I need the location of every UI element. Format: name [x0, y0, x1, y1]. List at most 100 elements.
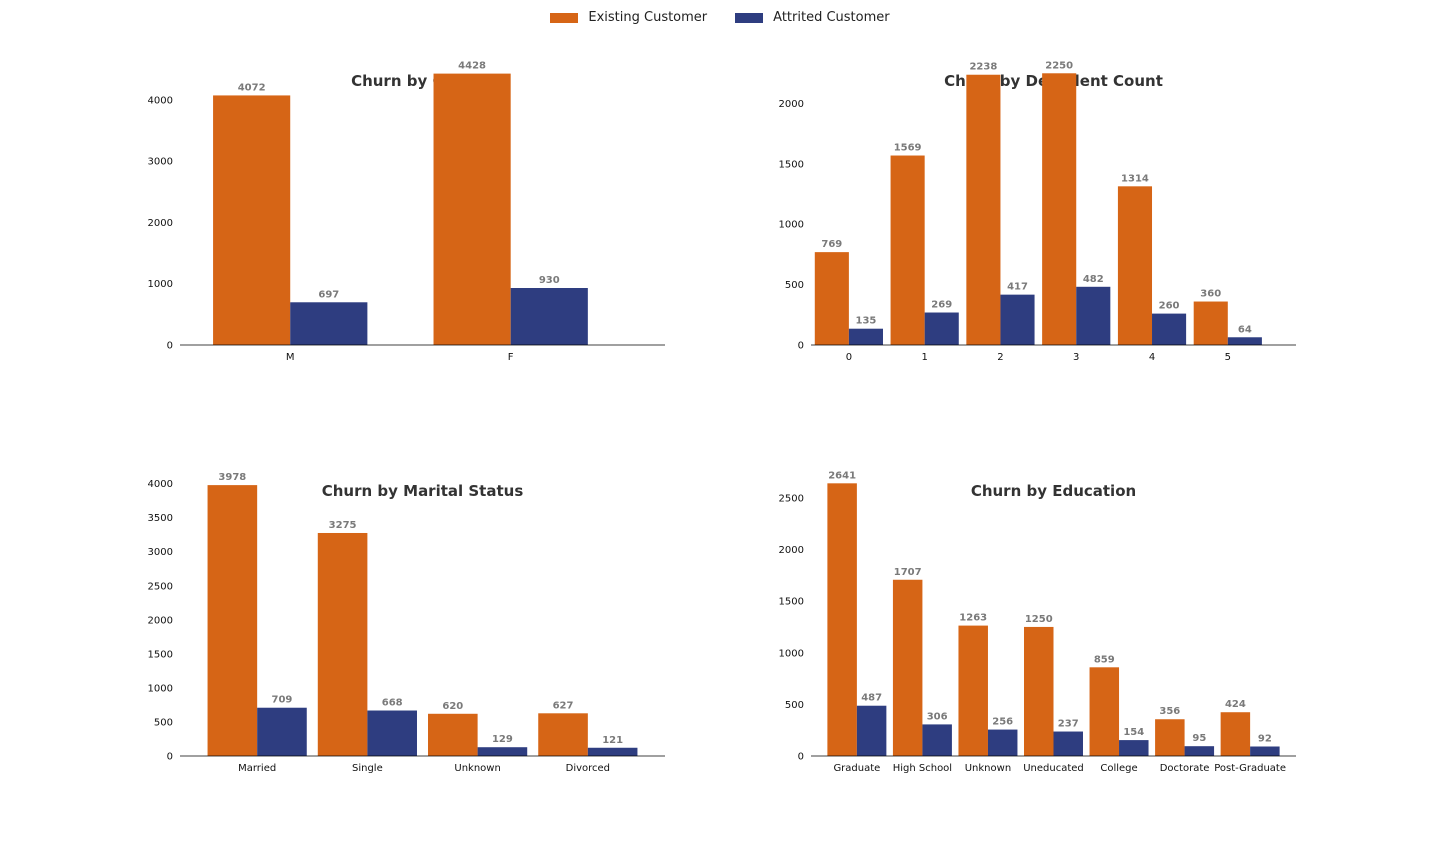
chart-3-data-label: 424 [1225, 699, 1246, 710]
chart-2-bar-attrited [477, 747, 528, 756]
chart-3-y-tick: 2000 [779, 545, 804, 556]
chart-2-bar-attrited [587, 747, 638, 756]
chart-3-title: Churn by Education [971, 482, 1136, 500]
chart-1-y-tick: 0 [798, 341, 804, 352]
chart-1-bar-existing [1193, 301, 1228, 345]
chart-1-x-tick: 3 [1073, 352, 1079, 363]
chart-1-bar-attrited [1000, 294, 1035, 345]
chart-3-x-tick: High School [893, 763, 952, 774]
chart-1-bar-existing [814, 252, 849, 345]
chart-2-bar-existing [538, 713, 588, 756]
chart-3-bar-attrited [1184, 746, 1215, 756]
chart-3-bar-attrited [1250, 746, 1280, 756]
chart-3-y-tick: 1500 [779, 597, 804, 608]
chart-0-bar-attrited [290, 302, 368, 345]
chart-2-y-tick: 0 [167, 752, 173, 763]
chart-1-bar-attrited [1152, 313, 1187, 345]
chart-3-data-label: 859 [1094, 654, 1115, 665]
chart-2-data-label: 121 [602, 735, 623, 746]
chart-3-x-tick: College [1100, 763, 1137, 774]
chart-0-bar-existing [433, 73, 511, 346]
chart-2-data-label: 129 [492, 734, 513, 745]
chart-3-data-label: 1707 [894, 567, 922, 578]
chart-3-x-tick: Post-Graduate [1214, 763, 1286, 774]
chart-2-data-label: 709 [272, 695, 293, 706]
chart-3-x-tick: Unknown [965, 763, 1011, 774]
chart-0-x-tick: F [508, 352, 514, 363]
chart-0-bar-existing [213, 95, 291, 345]
chart-1-y-tick: 2000 [779, 99, 804, 110]
chart-2-y-tick: 4000 [148, 479, 173, 490]
chart-2-data-label: 620 [442, 701, 463, 712]
chart-1-bar-existing [1042, 73, 1077, 345]
legend-swatch-attrited [735, 12, 764, 23]
chart-1-data-label: 769 [821, 239, 842, 250]
chart-0-y-tick: 4000 [148, 95, 173, 106]
chart-3-y-tick: 2500 [779, 493, 804, 504]
chart-3-data-label: 306 [927, 711, 948, 722]
chart-1-data-label: 269 [931, 300, 952, 311]
chart-3-data-label: 256 [992, 717, 1013, 728]
chart-0-bar-attrited [510, 288, 588, 345]
chart-0-data-label: 697 [318, 289, 339, 300]
chart-2-y-tick: 3000 [148, 547, 173, 558]
chart-3-y-tick: 1000 [779, 648, 804, 659]
chart-1-data-label: 482 [1083, 274, 1104, 285]
chart-3-data-label: 487 [861, 693, 882, 704]
chart-1-x-tick: 1 [921, 352, 927, 363]
chart-3-bar-attrited [922, 724, 952, 756]
chart-1-bar-attrited [848, 328, 883, 345]
chart-3-bar-existing [1155, 719, 1185, 756]
chart-2-x-tick: Unknown [454, 763, 500, 774]
chart-3-x-tick: Uneducated [1023, 763, 1084, 774]
chart-3-bar-attrited [1053, 731, 1083, 756]
chart-3-bar-existing [1089, 667, 1120, 756]
chart-0-data-label: 4428 [458, 61, 486, 72]
chart-1-x-tick: 4 [1149, 352, 1155, 363]
chart-2-y-tick: 500 [154, 717, 173, 728]
chart-2-x-tick: Married [238, 763, 276, 774]
chart-1-y-tick: 1500 [779, 159, 804, 170]
chart-2-y-tick: 1000 [148, 683, 173, 694]
chart-1-bar-existing [966, 74, 1001, 346]
chart-2-bar-attrited [257, 707, 307, 756]
chart-2-data-label: 3978 [218, 472, 246, 483]
chart-0-data-label: 4072 [238, 82, 266, 93]
chart-3-bar-attrited [1119, 740, 1149, 756]
chart-2-title: Churn by Marital Status [322, 482, 524, 500]
chart-1-x-tick: 0 [846, 352, 852, 363]
legend-swatch-existing [550, 12, 579, 23]
chart-3-data-label: 1263 [959, 613, 987, 624]
legend-label-existing: Existing Customer [588, 10, 708, 25]
chart-1-bar-attrited [1076, 286, 1111, 345]
chart-1-data-label: 1569 [894, 143, 922, 154]
chart-3-bar-existing [892, 579, 923, 756]
chart-1-data-label: 2250 [1045, 60, 1073, 71]
chart-3-data-label: 1250 [1025, 614, 1053, 625]
chart-1-data-label: 417 [1007, 282, 1028, 293]
chart-0-y-tick: 3000 [148, 157, 173, 168]
chart-3-data-label: 95 [1192, 733, 1206, 744]
chart-3-data-label: 2641 [828, 470, 856, 481]
chart-3-data-label: 237 [1058, 719, 1079, 730]
chart-1-bar-attrited [924, 312, 959, 345]
chart-1-data-label: 360 [1200, 289, 1221, 300]
chart-3-data-label: 154 [1123, 727, 1144, 738]
chart-0-data-label: 930 [539, 275, 560, 286]
chart-3-bar-existing [1220, 712, 1251, 756]
chart-1-data-label: 64 [1238, 324, 1252, 335]
chart-1-data-label: 135 [856, 316, 877, 327]
chart-1-y-tick: 1000 [779, 220, 804, 231]
chart-1-data-label: 2238 [969, 62, 997, 73]
chart-2-bar-existing [317, 532, 368, 756]
chart-2-y-tick: 3500 [148, 513, 173, 524]
chart-0-y-tick: 0 [167, 341, 173, 352]
chart-3-data-label: 92 [1258, 734, 1272, 745]
chart-2-y-tick: 2000 [148, 615, 173, 626]
chart-2-bar-attrited [367, 710, 417, 756]
chart-3-x-tick: Doctorate [1160, 763, 1210, 774]
chart-1-y-tick: 500 [785, 280, 804, 291]
legend-item-attrited: Attrited Customer [735, 10, 890, 25]
chart-2-data-label: 627 [553, 700, 574, 711]
chart-2-x-tick: Single [352, 763, 383, 774]
